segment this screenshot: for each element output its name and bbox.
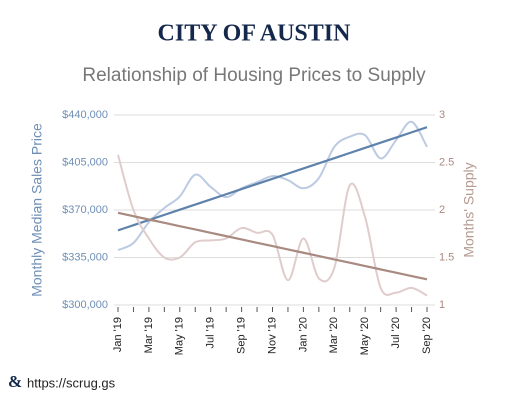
y-axis-title: Monthly Median Sales Price [29,123,45,297]
x-tick-label: Mar '19 [143,317,155,353]
x-tick-label: Jan '19 [112,317,124,352]
x-tick-label: Sep '19 [236,317,248,354]
x-tick-label: Nov '19 [266,317,278,354]
x-tick-label: Jul '20 [390,317,402,348]
chart-subtitle: Relationship of Housing Prices to Supply [82,65,426,86]
y-tick-label: $335,000 [62,251,108,263]
x-tick-label: Sep '20 [421,317,433,354]
x-tick-label: Mar '20 [328,317,340,353]
logo-icon: & [8,372,22,391]
y2-tick-label: 2 [439,204,445,216]
series-line [117,126,428,232]
y2-tick-label: 3 [439,109,445,121]
footer-link[interactable]: https://scrug.gs [27,375,116,390]
y-tick-label: $300,000 [62,299,108,311]
y2-axis-title: Months' Supply [461,162,477,257]
x-tick-label: Jan '20 [297,317,309,352]
y2-tick-label: 1.5 [439,251,454,263]
series-line [117,211,428,281]
x-tick-label: Jul '19 [205,317,217,348]
chart-title: CITY OF AUSTIN [158,21,352,47]
y2-tick-label: 1 [439,299,445,311]
y-tick-label: $405,000 [62,156,108,168]
series-line [117,120,428,251]
x-tick-label: May '20 [359,317,371,355]
y2-tick-label: 2.5 [439,156,454,168]
y-tick-label: $440,000 [62,109,108,121]
x-tick-label: May '19 [174,317,186,355]
y-tick-label: $370,000 [62,204,108,216]
